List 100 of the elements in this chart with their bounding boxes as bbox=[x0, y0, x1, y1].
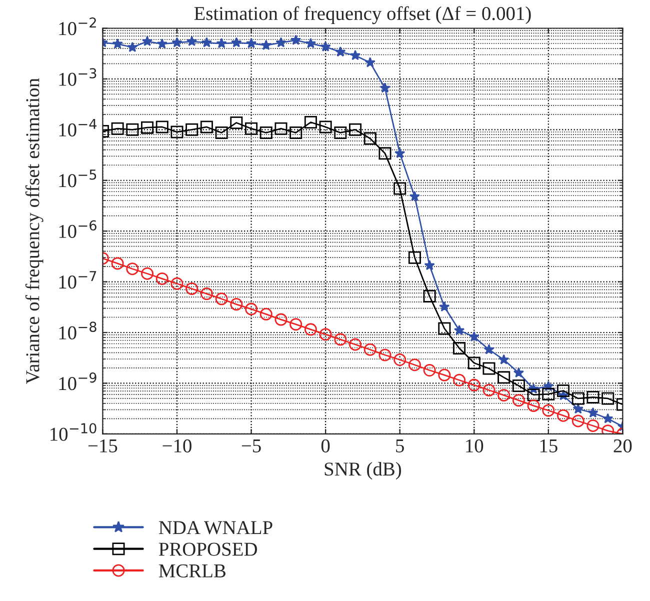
point bbox=[468, 356, 480, 370]
legend-label: NDA WNALP bbox=[158, 521, 272, 534]
x-tick-label: 5 bbox=[396, 440, 404, 452]
point bbox=[186, 123, 198, 136]
point bbox=[364, 132, 376, 145]
point bbox=[408, 251, 421, 264]
point bbox=[111, 122, 124, 135]
point bbox=[260, 308, 272, 320]
point bbox=[394, 354, 406, 366]
x-tick-label: −10 bbox=[162, 439, 192, 452]
point bbox=[378, 348, 392, 362]
x-tick-label: 15 bbox=[540, 439, 558, 452]
point bbox=[380, 82, 390, 93]
x-tick-label: 10 bbox=[466, 439, 484, 452]
point bbox=[557, 409, 570, 422]
point bbox=[142, 36, 153, 46]
point bbox=[170, 277, 184, 290]
point bbox=[305, 38, 316, 48]
point bbox=[498, 354, 510, 364]
point bbox=[260, 126, 272, 139]
point bbox=[334, 333, 347, 346]
point bbox=[230, 116, 243, 129]
y-tick-label: 10$^{−5}$ bbox=[59, 170, 96, 188]
point bbox=[423, 290, 436, 302]
point bbox=[335, 46, 346, 57]
point bbox=[304, 323, 317, 336]
point bbox=[350, 50, 361, 60]
point bbox=[527, 399, 540, 412]
point bbox=[542, 404, 555, 417]
point bbox=[156, 120, 168, 134]
point bbox=[319, 120, 332, 134]
point bbox=[498, 371, 510, 384]
point bbox=[111, 257, 124, 270]
point bbox=[141, 267, 154, 280]
point bbox=[231, 37, 242, 48]
point bbox=[320, 41, 331, 52]
y-tick-label: 10$^{−9}$ bbox=[59, 372, 96, 390]
x-tick-label: −15 bbox=[88, 439, 118, 452]
point bbox=[201, 37, 212, 48]
point bbox=[453, 374, 466, 386]
point bbox=[334, 126, 347, 139]
point bbox=[274, 313, 288, 326]
point bbox=[438, 322, 451, 335]
point bbox=[156, 38, 168, 49]
y-tick-label: 10$^{−10}$ bbox=[50, 423, 96, 441]
point bbox=[364, 343, 376, 356]
point bbox=[498, 388, 510, 402]
point bbox=[126, 123, 139, 136]
point bbox=[156, 272, 168, 285]
point bbox=[468, 331, 480, 342]
point bbox=[200, 120, 213, 134]
point bbox=[170, 126, 184, 138]
point bbox=[186, 36, 198, 46]
point bbox=[409, 190, 420, 202]
point bbox=[424, 260, 435, 270]
point bbox=[349, 338, 362, 351]
point bbox=[378, 147, 392, 160]
point bbox=[512, 394, 525, 407]
point bbox=[572, 414, 584, 428]
point bbox=[260, 40, 272, 50]
legend-label: MCRLB bbox=[158, 564, 226, 578]
point bbox=[319, 328, 332, 341]
point bbox=[602, 392, 614, 405]
point bbox=[246, 38, 257, 48]
point bbox=[572, 392, 584, 405]
point bbox=[215, 126, 228, 139]
x-tick-label: 0 bbox=[321, 439, 330, 452]
point bbox=[482, 362, 496, 375]
point bbox=[542, 388, 555, 400]
point bbox=[394, 148, 406, 158]
point bbox=[512, 380, 525, 392]
point bbox=[127, 42, 138, 52]
y-tick-label: 10$^{−8}$ bbox=[59, 322, 96, 340]
point bbox=[290, 34, 302, 45]
point bbox=[172, 37, 182, 48]
y-tick-label: 10$^{−7}$ bbox=[59, 271, 96, 289]
y-tick-label: 10$^{−3}$ bbox=[59, 68, 96, 86]
point bbox=[408, 358, 421, 372]
point bbox=[245, 122, 258, 135]
point bbox=[439, 301, 450, 312]
point bbox=[141, 121, 154, 134]
point bbox=[482, 384, 496, 396]
point bbox=[304, 116, 317, 129]
point bbox=[276, 37, 286, 48]
point bbox=[216, 38, 227, 48]
point bbox=[586, 390, 600, 404]
legend-label: PROPOSED bbox=[158, 542, 258, 556]
point bbox=[274, 122, 288, 135]
point bbox=[290, 318, 302, 331]
point bbox=[438, 368, 451, 382]
point bbox=[513, 367, 524, 378]
point bbox=[126, 262, 139, 276]
x-tick-label: −5 bbox=[242, 440, 261, 452]
point bbox=[230, 298, 243, 311]
point bbox=[423, 364, 436, 377]
point bbox=[484, 344, 494, 354]
point bbox=[349, 123, 362, 136]
y-tick-label: 10$^{−6}$ bbox=[59, 220, 96, 238]
y-tick-label: 10$^{−2}$ bbox=[59, 17, 96, 36]
point bbox=[602, 413, 614, 424]
